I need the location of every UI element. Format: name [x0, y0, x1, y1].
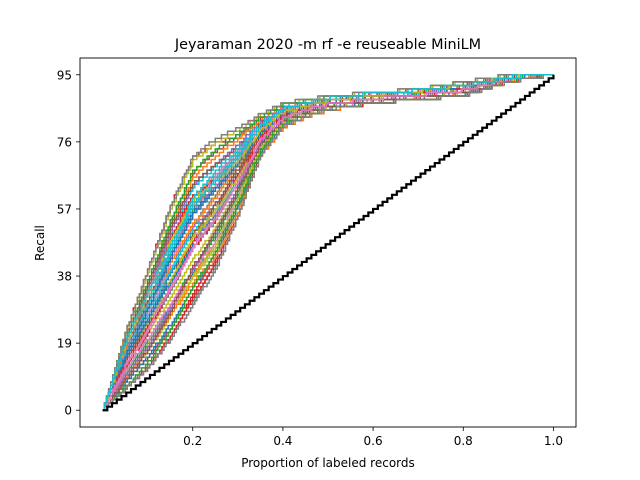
x-tick-label: 1.0: [544, 434, 563, 448]
y-axis: 0 19 38 57 76 95: [57, 68, 80, 418]
x-axis-label: Proportion of labeled records: [241, 456, 415, 470]
chart-title: Jeyaraman 2020 -m rf -e reuseable MiniLM: [174, 37, 481, 53]
x-tick-label: 0.8: [454, 434, 473, 448]
series-layer: [102, 74, 554, 411]
plot-area-frame: [79, 57, 577, 428]
x-tick-label: 0.4: [273, 434, 292, 448]
y-axis-label: Recall: [33, 225, 47, 261]
recall-series-line: [102, 74, 554, 411]
y-tick-label: 57: [57, 202, 72, 216]
y-tick-label: 19: [57, 337, 72, 351]
random-baseline-line: [102, 74, 555, 412]
x-axis: 0.2 0.4 0.6 0.8 1.0: [183, 427, 563, 448]
x-tick-label: 0.6: [364, 434, 383, 448]
reference-layer: [102, 74, 555, 412]
recall-series-line: [102, 74, 554, 411]
y-tick-label: 95: [57, 68, 72, 82]
y-tick-label: 0: [64, 404, 72, 418]
x-tick-label: 0.2: [183, 434, 202, 448]
recall-series-line: [102, 74, 554, 411]
y-tick-label: 38: [57, 270, 72, 284]
y-tick-label: 76: [57, 135, 72, 149]
recall-series-line: [102, 74, 554, 411]
